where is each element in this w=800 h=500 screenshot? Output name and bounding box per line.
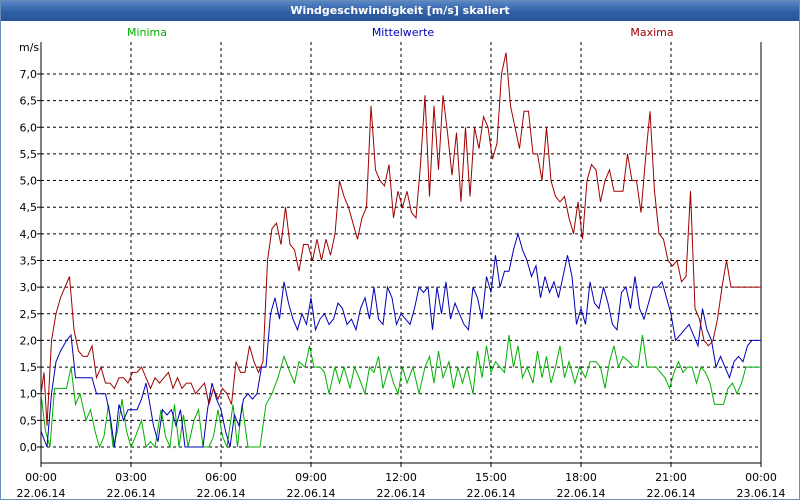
y-tick-label: 4,0: [20, 228, 38, 241]
axes: [37, 42, 762, 467]
x-tick-date: 22.06.14: [287, 487, 336, 500]
y-tick-label: 1,0: [20, 388, 38, 401]
y-tick-label: 6,0: [20, 121, 38, 134]
x-tick-date: 22.06.14: [107, 487, 156, 500]
y-tick-label: 6,5: [20, 95, 38, 108]
y-axis-unit-label: m/s: [19, 41, 39, 54]
series-line-mittelwerte: [40, 231, 761, 448]
wind-speed-chart: 0,0 0,5 1,0 1,5 2,0 2,5 3,0 3,5 4,0 4,5 5,0 5,5 6,0 6…: [17, 26, 786, 500]
y-tick-label: 1,5: [20, 361, 38, 374]
x-tick-date: 22.06.14: [197, 487, 246, 500]
y-tick-label: 2,5: [20, 308, 38, 321]
y-tick-label: 5,0: [20, 175, 38, 188]
x-tick-date: 22.06.14: [377, 487, 426, 500]
x-tick-time: 15:00: [475, 471, 507, 484]
series-line-minima: [40, 335, 761, 449]
x-tick-time: 03:00: [115, 471, 147, 484]
y-tick-label: 7,0: [20, 68, 38, 81]
series-lines: [40, 52, 761, 449]
x-tick-time: 00:00: [745, 471, 777, 484]
y-tick-label: 3,0: [20, 281, 38, 294]
x-tick-time: 12:00: [385, 471, 417, 484]
x-tick-date: 22.06.14: [467, 487, 516, 500]
x-tick-time: 21:00: [655, 471, 687, 484]
y-tick-label: 0,0: [20, 441, 38, 454]
y-tick-labels: 0,0 0,5 1,0 1,5 2,0 2,5 3,0 3,5 4,0 4,5 5,0 5,5 6,0 6…: [20, 68, 38, 454]
y-tick-label: 4,5: [20, 201, 38, 214]
series-line-maxima: [40, 52, 761, 426]
window-title: Windgeschwindigkeit [m/s] skaliert: [1, 1, 799, 21]
x-tick-time: 09:00: [295, 471, 327, 484]
x-tick-labels: 00:00 22.06.14 03:00 22.06.14 06:00 22.06.14 0…: [17, 471, 786, 500]
y-tick-label: 5,5: [20, 148, 38, 161]
x-tick-date: 22.06.14: [647, 487, 696, 500]
x-tick-date: 23.06.14: [737, 487, 786, 500]
legend-mittelwerte: Mittelwerte: [372, 26, 435, 39]
x-tick-date: 22.06.14: [557, 487, 606, 500]
x-tick-time: 00:00: [25, 471, 57, 484]
x-tick-time: 18:00: [565, 471, 597, 484]
y-tick-label: 0,5: [20, 414, 38, 427]
y-tick-label: 2,0: [20, 334, 38, 347]
legend-minima: Minima: [127, 26, 167, 39]
x-tick-time: 06:00: [205, 471, 237, 484]
y-tick-label: 3,5: [20, 254, 38, 267]
legend-maxima: Maxima: [630, 26, 673, 39]
x-tick-date: 22.06.14: [17, 487, 66, 500]
